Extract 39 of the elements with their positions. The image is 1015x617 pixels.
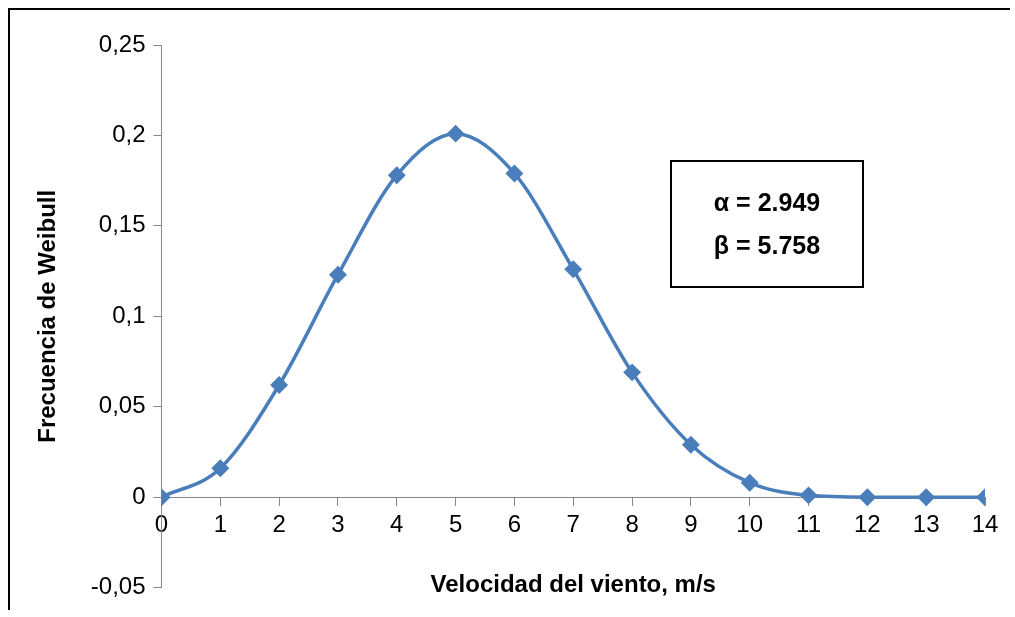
y-tick-label: -0,05	[90, 572, 146, 600]
annotation: α = 2.949	[712, 188, 822, 217]
point	[565, 261, 582, 278]
point	[447, 125, 464, 142]
x-tick-label: 3	[331, 510, 345, 538]
note-frame: α = 2.949 β = 5.758	[670, 160, 864, 288]
point	[329, 266, 347, 283]
x-tick-label: 6	[507, 510, 522, 538]
x-axis-title: Velocidad del viento, m/s	[430, 569, 716, 597]
x-tick-label: 13	[912, 510, 940, 538]
y-tick-label: 0,2	[112, 120, 146, 148]
y-tick-label: 0,1	[112, 300, 146, 328]
point	[741, 474, 758, 491]
point	[623, 364, 641, 381]
point	[859, 488, 876, 506]
y-tick-label: 0,15	[98, 210, 146, 238]
x-tick-label: 9	[684, 510, 698, 538]
point	[682, 436, 700, 453]
point	[917, 488, 935, 506]
x-tick-label: 2	[272, 510, 286, 538]
point	[506, 165, 523, 182]
x-tick-label: 12	[854, 510, 881, 538]
x-tick-label: 5	[448, 510, 463, 538]
x-tick-label: 8	[625, 510, 639, 538]
x-tick-label: 14	[971, 510, 999, 538]
y-axis-title: Frecuencia de Weibull	[33, 189, 61, 443]
point	[270, 376, 288, 394]
x-tick-label: 10	[736, 510, 764, 538]
x-tick-label: 4	[390, 510, 404, 538]
x-tick-label: 7	[566, 510, 580, 538]
y-tick-label: 0,05	[98, 391, 146, 419]
point	[800, 487, 817, 504]
point	[212, 459, 229, 477]
x-tick-label: 11	[796, 510, 821, 538]
x-tick-label: 1	[213, 510, 227, 538]
point	[388, 166, 406, 184]
y-tick-label: 0,25	[98, 29, 146, 57]
y-tick-label: 0	[132, 481, 146, 509]
annotation: β = 5.758	[712, 231, 822, 260]
